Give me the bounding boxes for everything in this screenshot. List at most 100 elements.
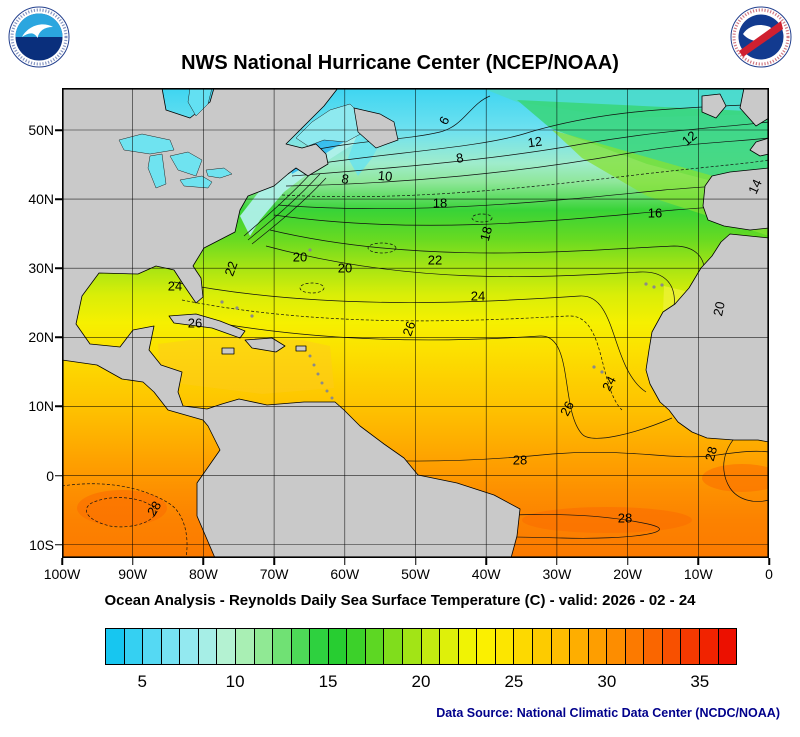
- contour-label: 28: [144, 498, 164, 518]
- y-tick-mark: [55, 267, 62, 269]
- colorbar-cell: [514, 629, 533, 664]
- colorbar-cell: [495, 629, 515, 664]
- x-tick-mark: [202, 558, 205, 565]
- x-tick-mark: [273, 558, 275, 565]
- x-tick-mark: [697, 558, 700, 565]
- x-axis-label: 60W: [330, 566, 360, 582]
- nws-logo: [730, 6, 792, 68]
- ireland-land: [701, 93, 727, 119]
- y-axis-label: 0: [46, 467, 54, 484]
- colorbar-cell: [328, 629, 348, 664]
- colorbar-cell: [180, 629, 199, 664]
- hispaniola-land: [244, 337, 286, 353]
- colorbar-cell: [440, 629, 459, 664]
- contour-label: 24: [471, 288, 485, 303]
- x-axis-label: 70W: [259, 566, 289, 582]
- uk-land: [739, 88, 769, 127]
- contour-label: 28: [618, 510, 632, 525]
- nws-swoosh-icon: [739, 21, 783, 57]
- colorbar-cell: [607, 629, 626, 664]
- nws-ring-text: [732, 8, 790, 66]
- contour-label: 18: [433, 195, 447, 210]
- colorbar-tick-label: 25: [504, 672, 524, 691]
- x-axis-label: 50W: [401, 566, 430, 582]
- jamaica-land: [221, 347, 235, 355]
- y-tick-mark: [55, 543, 62, 546]
- y-tick-mark: [55, 129, 62, 131]
- x-axis-label: 0: [765, 566, 773, 582]
- x-axis-label: 10W: [683, 566, 713, 582]
- x-axis-label: 20W: [613, 566, 642, 582]
- x-axis-label: 90W: [118, 566, 148, 582]
- contour-label: 20: [338, 260, 352, 275]
- colorbar-cell: [217, 629, 236, 664]
- colorbar-tick-label: 30: [597, 672, 617, 691]
- page-title: NWS National Hurricane Center (NCEP/NOAA…: [181, 52, 619, 74]
- map-subtitle: Ocean Analysis - Reynolds Daily Sea Surf…: [104, 592, 696, 609]
- contour-label: 24: [168, 278, 182, 293]
- contour-label: 16: [648, 205, 662, 220]
- x-tick-mark: [626, 558, 629, 565]
- y-tick-mark: [55, 336, 62, 339]
- y-tick-mark: [55, 198, 62, 200]
- x-tick-mark: [414, 558, 417, 565]
- colorbar-cell: [700, 629, 719, 664]
- contour-label: 20: [710, 300, 728, 317]
- colorbar-cell: [273, 629, 292, 664]
- colorbar-cell: [644, 629, 663, 664]
- colorbar-cell: [421, 629, 441, 664]
- y-tick-mark: [55, 474, 62, 477]
- colorbar-cell: [662, 629, 682, 664]
- colorbar-cell: [143, 629, 162, 664]
- james-bay: [187, 88, 213, 117]
- islands: [220, 107, 664, 400]
- colorbar-tick-label: 15: [318, 672, 338, 691]
- contour-label: 8: [455, 150, 465, 166]
- contour-lines: [62, 95, 769, 558]
- noaa-bird-icon: [22, 24, 53, 38]
- colorbar: [105, 628, 737, 665]
- contour-label: 22: [221, 259, 240, 278]
- x-axis-label: 80W: [188, 566, 218, 582]
- colorbar-cell: [625, 629, 645, 664]
- x-axis-label: 100W: [43, 566, 81, 582]
- contour-label: 28: [702, 445, 720, 463]
- colorbar-cell: [403, 629, 422, 664]
- colorbar-cell: [570, 629, 589, 664]
- colorbar-tick-label: 10: [225, 672, 245, 691]
- contour-label: 26: [557, 399, 577, 419]
- colorbar-cell: [551, 629, 571, 664]
- colorbar-cell: [106, 629, 125, 664]
- y-axis-label: 10N: [28, 398, 54, 415]
- colorbar-cell: [384, 629, 403, 664]
- colorbar-tick-label: 35: [690, 672, 710, 691]
- contour-label: 18: [477, 225, 495, 243]
- colorbar-cell: [198, 629, 218, 664]
- contour-label: 26: [188, 315, 202, 330]
- noaa-logo: [8, 6, 70, 68]
- graticule: [62, 88, 769, 558]
- contour-label: 10: [377, 168, 393, 184]
- colorbar-cell: [124, 629, 144, 664]
- africa-land: [645, 233, 769, 443]
- contour-label: 26: [399, 319, 418, 338]
- data-source-note: Data Source: National Climatic Data Cent…: [436, 706, 780, 720]
- newfoundland-land: [353, 107, 399, 149]
- cuba-land: [168, 313, 246, 339]
- colorbar-cell: [291, 629, 311, 664]
- contour-label: 22: [428, 252, 442, 267]
- colorbar-cell: [458, 629, 478, 664]
- colorbar-cell: [681, 629, 700, 664]
- y-axis-label: 50N: [28, 122, 54, 138]
- colorbar-cell: [161, 629, 181, 664]
- y-axis-label: 30N: [28, 260, 54, 277]
- colorbar-cell: [588, 629, 608, 664]
- x-tick-mark: [131, 558, 134, 565]
- colorbar-cell: [365, 629, 385, 664]
- contour-label: 28: [513, 452, 527, 467]
- x-tick-mark: [61, 558, 63, 565]
- x-tick-mark: [485, 558, 487, 565]
- x-axis-label: 40W: [471, 566, 501, 582]
